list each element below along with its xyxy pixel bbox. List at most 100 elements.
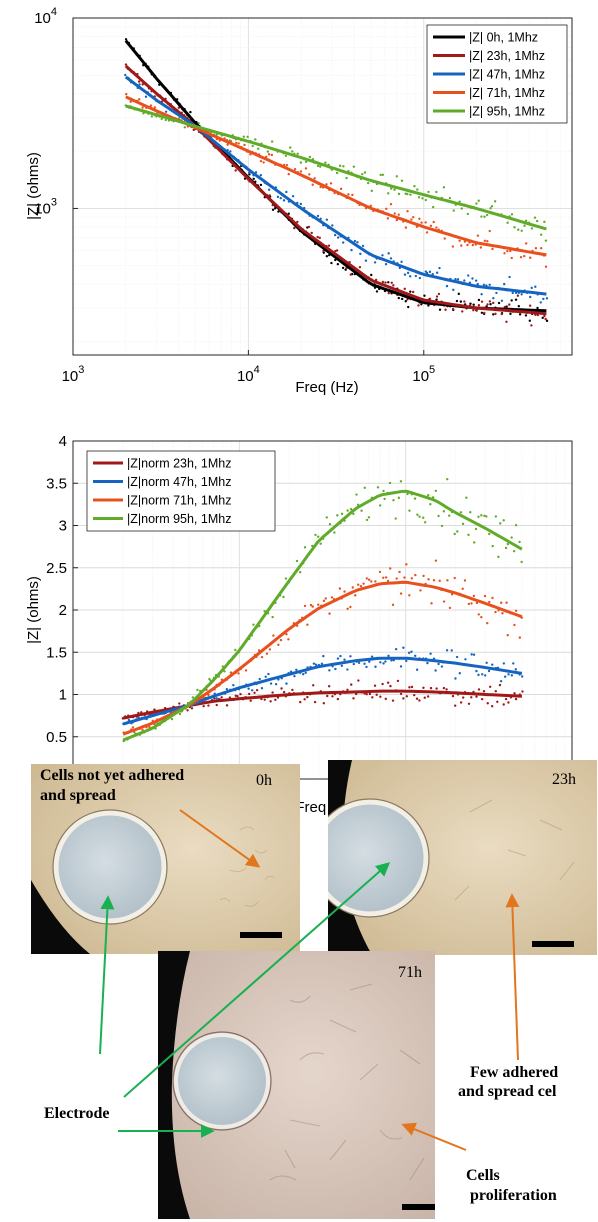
data-point [477,234,479,236]
data-point [515,668,517,670]
data-point [385,208,387,210]
data-point [256,689,258,691]
data-point [402,647,404,649]
data-point [370,580,372,582]
data-point [403,576,405,578]
data-point [396,175,398,177]
data-point [511,257,513,259]
data-point [247,688,249,690]
data-point [430,225,432,227]
data-point [366,519,368,521]
data-point [259,678,261,680]
data-point [371,190,373,192]
data-point [283,199,285,201]
data-point [458,293,460,295]
data-point [416,669,418,671]
data-point [422,687,424,689]
data-point [264,698,266,700]
data-point [467,534,469,536]
data-point [359,253,361,255]
data-point [417,304,419,306]
data-point [542,298,544,300]
data-point [418,515,420,517]
data-point [478,613,480,615]
data-point [236,695,238,697]
data-point [467,274,469,276]
data-point [308,173,310,175]
data-point [387,217,389,219]
data-point [253,692,255,694]
data-point [513,624,515,626]
data-point [536,307,538,309]
legend: |Z|norm 23h, 1Mhz|Z|norm 47h, 1Mhz|Z|nor… [87,451,275,531]
legend-entry: |Z| 0h, 1Mhz [469,31,538,45]
data-point [379,174,381,176]
data-point [271,140,273,142]
data-point [377,486,379,488]
data-point [207,704,209,706]
data-point [449,197,451,199]
data-point [462,523,464,525]
caption-not-adhered-2: and spread [40,787,116,804]
data-point [243,136,245,138]
data-point [408,594,410,596]
data-point [518,305,520,307]
data-point [492,313,494,315]
data-point [337,657,339,659]
data-point [252,178,254,180]
data-point [248,693,250,695]
data-point [444,309,446,311]
data-point [339,655,341,657]
data-point [529,304,531,306]
y-axis-label: |Z| (ohms) [25,576,42,644]
data-point [480,293,482,295]
data-point [461,310,463,312]
data-point [435,490,437,492]
data-point [405,226,407,228]
data-point [405,563,407,565]
data-point [513,550,515,552]
data-point [488,670,490,672]
data-point [460,701,462,703]
data-point [406,193,408,195]
data-point [331,596,333,598]
caption-few-adhered-2: and spread cel [458,1083,557,1100]
data-point [269,648,271,650]
data-point [507,634,509,636]
data-point [309,156,311,158]
data-point [434,669,436,671]
data-point [366,577,368,579]
data-point [464,579,466,581]
data-point [342,241,344,243]
data-point [277,644,279,646]
data-point [466,244,468,246]
data-point [495,690,497,692]
data-point [220,696,222,698]
data-point [314,701,316,703]
data-point [445,688,447,690]
data-point [513,226,515,228]
data-point [329,523,331,525]
data-point [414,497,416,499]
data-point [343,590,345,592]
data-point [189,111,191,113]
data-point [489,230,491,232]
data-point [461,588,463,590]
y-tick-label: 3 [59,518,67,535]
data-point [289,146,291,148]
data-point [486,240,488,242]
data-point [379,571,381,573]
data-point [389,685,391,687]
data-point [356,241,358,243]
data-point [503,252,505,254]
data-point [446,285,448,287]
data-point [296,153,298,155]
data-point [477,516,479,518]
legend-entry: |Z| 95h, 1Mhz [469,105,545,119]
data-point [489,300,491,302]
data-point [529,296,531,298]
data-point [353,663,355,665]
data-point [446,579,448,581]
data-point [500,680,502,682]
data-point [352,586,354,588]
